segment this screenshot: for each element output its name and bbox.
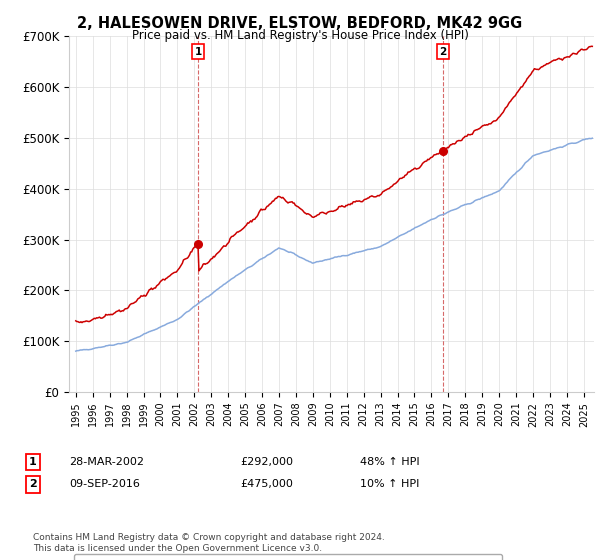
Text: 10% ↑ HPI: 10% ↑ HPI [360,479,419,489]
Text: Contains HM Land Registry data © Crown copyright and database right 2024.
This d: Contains HM Land Registry data © Crown c… [33,533,385,553]
Text: 2: 2 [29,479,37,489]
Text: 1: 1 [194,46,202,57]
Text: 2, HALESOWEN DRIVE, ELSTOW, BEDFORD, MK42 9GG: 2, HALESOWEN DRIVE, ELSTOW, BEDFORD, MK4… [77,16,523,31]
Text: £292,000: £292,000 [240,457,293,467]
Text: £475,000: £475,000 [240,479,293,489]
Text: Price paid vs. HM Land Registry's House Price Index (HPI): Price paid vs. HM Land Registry's House … [131,29,469,42]
Text: 48% ↑ HPI: 48% ↑ HPI [360,457,419,467]
Text: 1: 1 [29,457,37,467]
Text: 09-SEP-2016: 09-SEP-2016 [69,479,140,489]
Legend: 2, HALESOWEN DRIVE, ELSTOW, BEDFORD, MK42 9GG (detached house), HPI: Average pri: 2, HALESOWEN DRIVE, ELSTOW, BEDFORD, MK4… [74,554,502,560]
Text: 2: 2 [439,46,447,57]
Text: 28-MAR-2002: 28-MAR-2002 [69,457,144,467]
